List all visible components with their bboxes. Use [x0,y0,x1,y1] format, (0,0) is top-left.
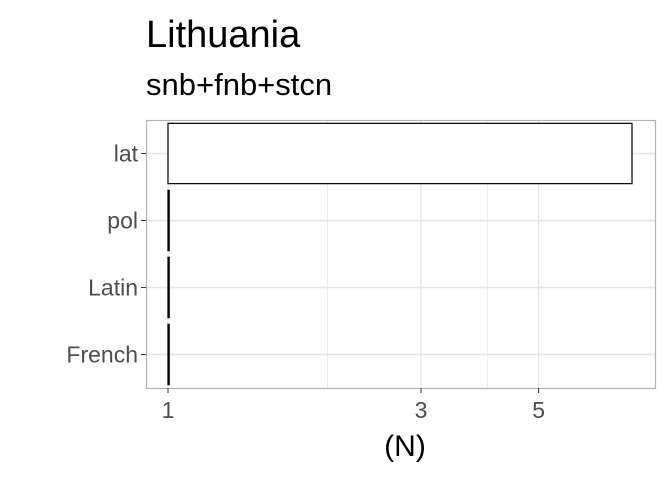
y-tick-label-French: French [66,342,138,368]
y-axis-ticks: lat pol Latin French [66,141,146,368]
y-tick-label-Latin: Latin [88,275,138,301]
x-tick-label-1: 1 [162,397,175,423]
panel-border [145,119,657,390]
y-tick-label-pol: pol [107,208,138,234]
chart-subtitle: snb+fnb+stcn [146,67,332,102]
chart-title: Lithuania [146,14,301,56]
bar-pol [167,189,170,252]
x-axis-label: (N) [384,430,426,463]
y-tick-label-lat: lat [114,141,139,167]
x-tick-label-3: 3 [415,397,428,423]
x-axis-ticks: 1 3 5 [162,388,545,423]
x-tick-label-5: 5 [532,397,545,423]
bar-lat [167,122,633,185]
bar-Latin [167,256,170,319]
bar-French [167,323,170,386]
bars [167,122,633,386]
